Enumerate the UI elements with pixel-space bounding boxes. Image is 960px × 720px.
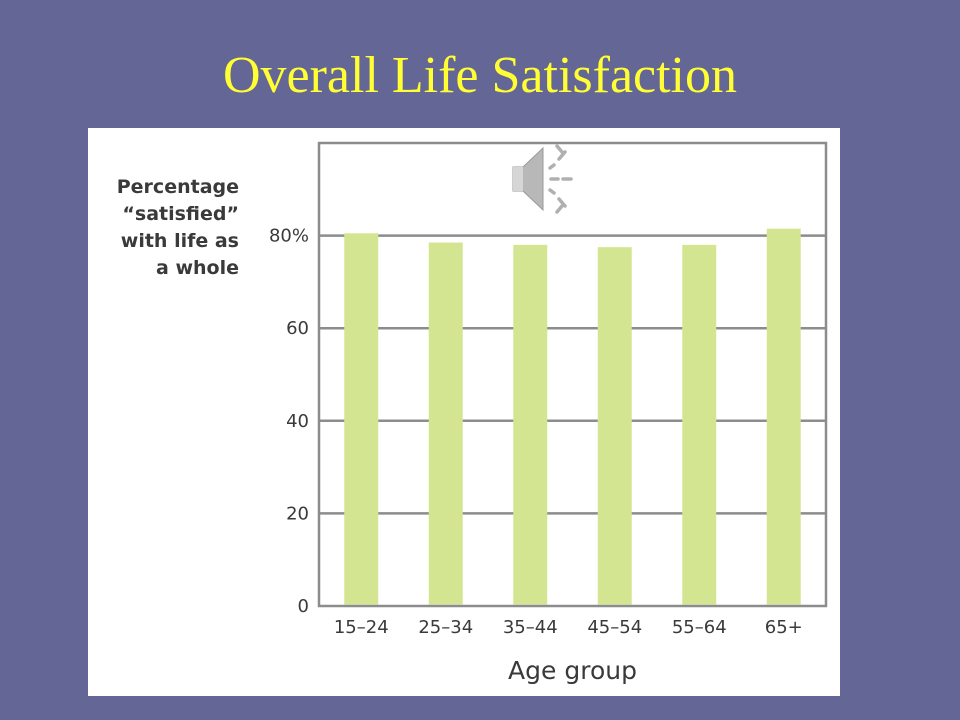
y-tick-label: 0 — [298, 596, 309, 617]
y-tick-label: 40 — [286, 411, 309, 432]
slide-title: Overall Life Satisfaction — [222, 47, 738, 104]
x-axis-label: Age group — [508, 656, 637, 685]
y-tick-label: 20 — [286, 503, 309, 524]
bar — [344, 233, 379, 605]
x-tick-label: 65+ — [765, 617, 803, 638]
plot-frame — [317, 141, 828, 608]
bar — [766, 228, 801, 605]
x-tick-label: 35–44 — [503, 617, 558, 638]
bar — [682, 244, 717, 605]
chart-panel: Percentage “satisfied” with life as a wh… — [88, 128, 840, 696]
bar — [513, 244, 548, 605]
x-tick-label: 15–24 — [334, 617, 389, 638]
x-tick-label: 45–54 — [587, 617, 642, 638]
y-tick-label: 60 — [286, 318, 309, 339]
speaker-audio-icon[interactable] — [512, 144, 573, 214]
bar — [428, 242, 463, 605]
x-tick-label: 55–64 — [672, 617, 727, 638]
x-tick-label: 25–34 — [418, 617, 473, 638]
y-axis-label: Percentage “satisfied” with life as a wh… — [116, 176, 239, 279]
bar — [597, 247, 632, 605]
y-tick-label: 80% — [269, 226, 309, 247]
bar-chart: 0 20 40 60 80% 15–24 25–34 35–44 45–54 55–64 65+ Ag… — [269, 141, 828, 685]
